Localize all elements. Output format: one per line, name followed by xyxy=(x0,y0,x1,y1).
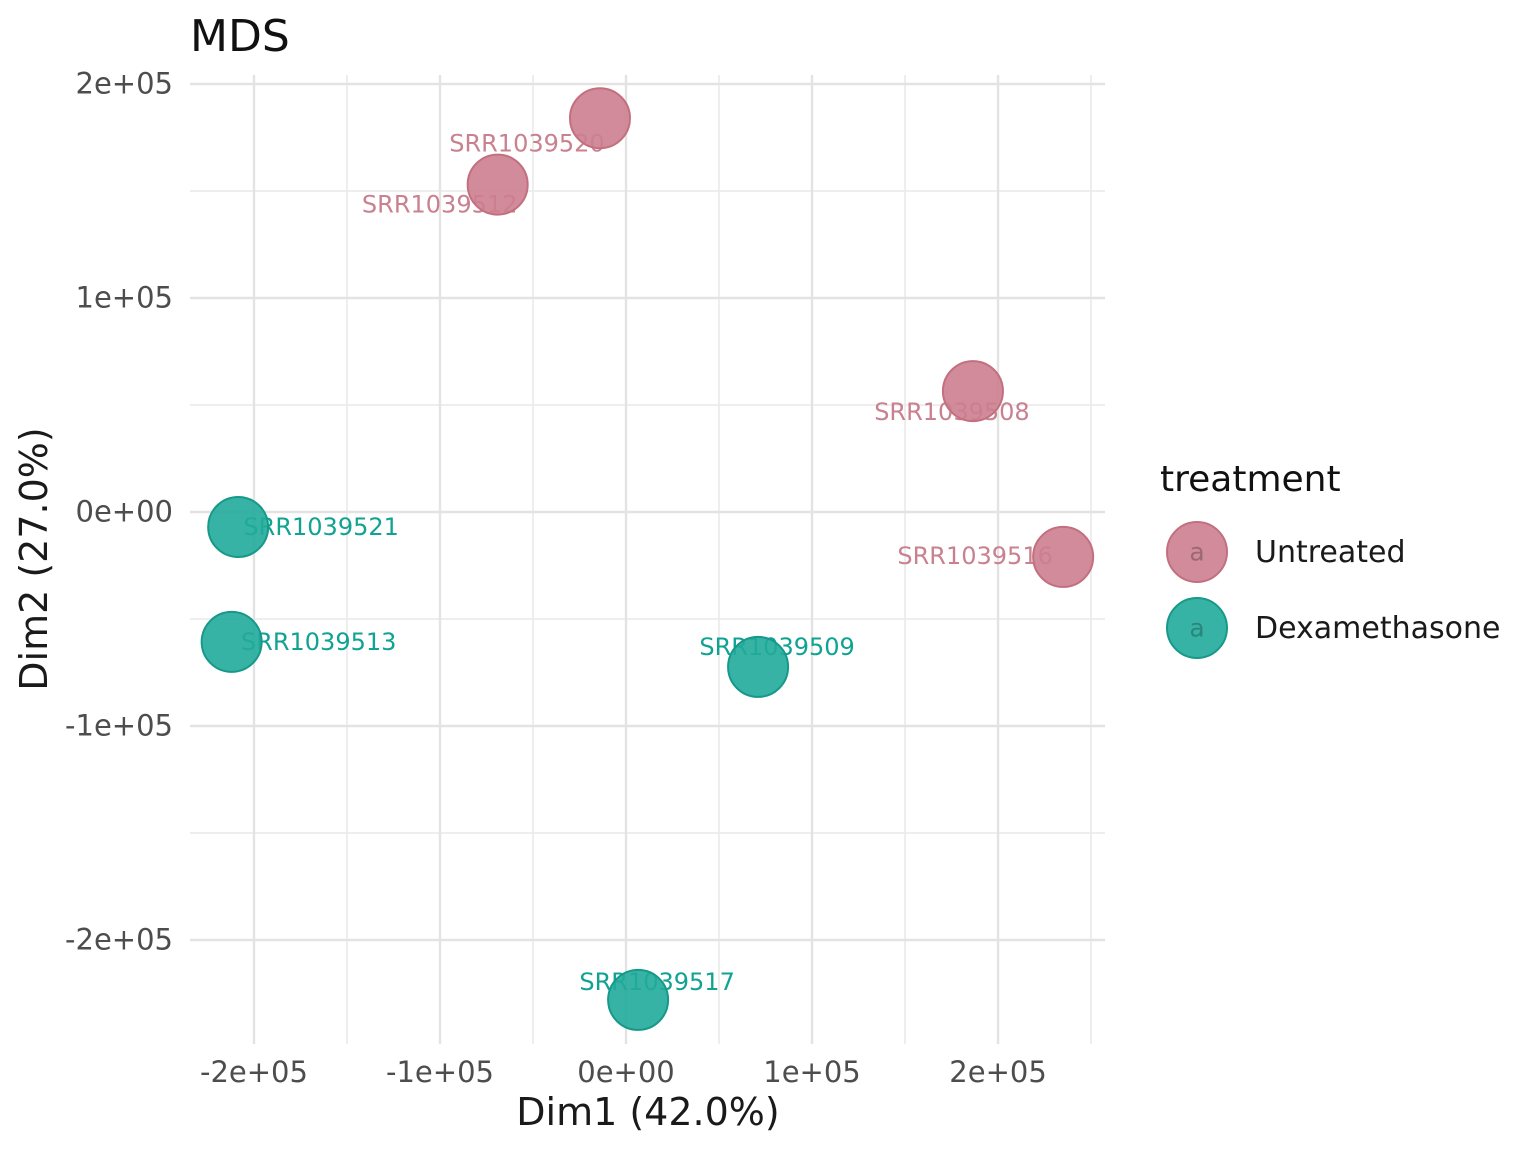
data-point xyxy=(200,610,263,673)
x-axis-tick-label: 2e+05 xyxy=(949,1055,1047,1089)
legend-key-letter: a xyxy=(1189,614,1204,643)
data-point xyxy=(607,968,670,1031)
data-point xyxy=(1032,525,1095,588)
y-axis-tick-label: 0e+00 xyxy=(76,495,174,529)
y-axis-tick-label: -1e+05 xyxy=(65,709,173,743)
point-label: SRR1039513 xyxy=(241,628,396,656)
data-point xyxy=(466,153,529,216)
legend: treatment a Untreated a Dexamethasone xyxy=(1160,459,1500,659)
x-axis-tick-label: -2e+05 xyxy=(200,1055,308,1089)
y-axis-tick-label: 2e+05 xyxy=(76,67,174,101)
data-point xyxy=(727,635,790,698)
chart-title: MDS xyxy=(190,11,290,62)
data-point xyxy=(568,87,631,150)
x-axis-title: Dim1 (42.0%) xyxy=(516,1090,779,1134)
legend-key-circle xyxy=(1166,597,1228,659)
y-axis-tick-label: 1e+05 xyxy=(76,281,174,315)
grid-layer xyxy=(190,75,1105,1044)
axis-layer: -2e+05 -1e+05 0e+00 1e+05 2e+05 -2e+05 -1e+05 0… xyxy=(65,67,1047,1089)
data-point xyxy=(941,360,1004,423)
point-label: SRR1039516 xyxy=(897,542,1052,570)
legend-item-label: Dexamethasone xyxy=(1255,611,1500,646)
legend-title: treatment xyxy=(1160,459,1341,500)
data-point xyxy=(207,495,270,558)
y-axis-tick-label: -2e+05 xyxy=(65,923,173,957)
points-layer: SRR1039520SRR1039512SRR1039508SRR1039516… xyxy=(200,87,1095,1031)
x-axis-tick-label: 1e+05 xyxy=(763,1055,861,1089)
y-axis-title: Dim2 (27.0%) xyxy=(12,427,56,690)
legend-key-letter: a xyxy=(1189,538,1204,567)
x-axis-tick-label: 0e+00 xyxy=(577,1055,675,1089)
legend-item-label: Untreated xyxy=(1255,535,1406,570)
x-axis-tick-label: -1e+05 xyxy=(386,1055,494,1089)
legend-key-circle xyxy=(1166,521,1228,583)
point-label: SRR1039521 xyxy=(243,513,398,541)
